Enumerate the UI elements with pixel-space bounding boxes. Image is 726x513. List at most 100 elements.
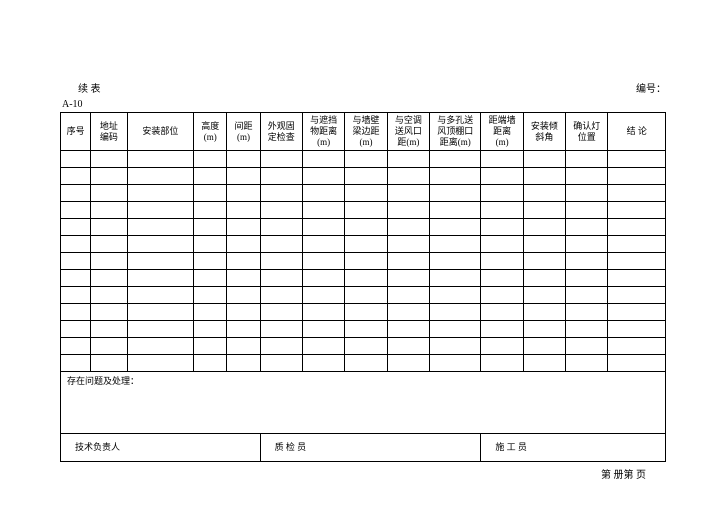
table-cell: [61, 202, 91, 219]
table-cell: [345, 185, 387, 202]
table-cell: [91, 151, 127, 168]
table-row: [61, 355, 666, 372]
table-cell: [91, 219, 127, 236]
table-cell: [566, 202, 608, 219]
table-cell: [127, 270, 194, 287]
table-cell: [227, 219, 260, 236]
col-header-9: 与多孔送风顶棚口距离(m): [430, 113, 481, 151]
table-cell: [430, 202, 481, 219]
table-cell: [481, 168, 523, 185]
table-cell: [227, 185, 260, 202]
table-cell: [566, 304, 608, 321]
table-cell: [260, 321, 302, 338]
table-cell: [302, 253, 344, 270]
table-cell: [61, 151, 91, 168]
table-cell: [260, 236, 302, 253]
table-cell: [260, 355, 302, 372]
table-cell: [481, 253, 523, 270]
table-cell: [430, 219, 481, 236]
table-cell: [127, 321, 194, 338]
table-cell: [194, 304, 227, 321]
table-cell: [430, 185, 481, 202]
table-cell: [260, 287, 302, 304]
table-cell: [127, 202, 194, 219]
table-cell: [345, 270, 387, 287]
serial-label: 编号：: [636, 80, 666, 95]
table-cell: [91, 321, 127, 338]
table-row: [61, 219, 666, 236]
table-cell: [61, 253, 91, 270]
table-row: [61, 253, 666, 270]
table-cell: [566, 253, 608, 270]
table-cell: [302, 321, 344, 338]
table-cell: [260, 270, 302, 287]
table-row: [61, 168, 666, 185]
table-cell: [194, 236, 227, 253]
table-cell: [523, 253, 565, 270]
continued-label: 续 表: [78, 80, 101, 95]
col-header-4: 间距(m): [227, 113, 260, 151]
table-cell: [608, 202, 666, 219]
table-cell: [302, 304, 344, 321]
table-cell: [127, 338, 194, 355]
table-cell: [194, 321, 227, 338]
table-cell: [227, 287, 260, 304]
table-cell: [302, 219, 344, 236]
table-cell: [127, 236, 194, 253]
table-cell: [387, 168, 429, 185]
table-cell: [302, 168, 344, 185]
table-cell: [302, 287, 344, 304]
table-cell: [566, 321, 608, 338]
table-cell: [260, 202, 302, 219]
table-cell: [227, 321, 260, 338]
table-cell: [387, 270, 429, 287]
table-cell: [302, 236, 344, 253]
col-header-12: 确认灯位置: [566, 113, 608, 151]
table-row: [61, 287, 666, 304]
table-cell: [227, 270, 260, 287]
table-cell: [608, 338, 666, 355]
table-row: [61, 321, 666, 338]
table-cell: [608, 321, 666, 338]
table-cell: [430, 287, 481, 304]
table-cell: [430, 270, 481, 287]
table-cell: [127, 287, 194, 304]
table-cell: [345, 219, 387, 236]
table-cell: [523, 270, 565, 287]
table-cell: [227, 236, 260, 253]
table-cell: [91, 202, 127, 219]
table-cell: [91, 270, 127, 287]
table-cell: [227, 168, 260, 185]
table-cell: [91, 185, 127, 202]
table-cell: [481, 355, 523, 372]
table-cell: [608, 151, 666, 168]
table-cell: [608, 304, 666, 321]
table-cell: [608, 236, 666, 253]
table-cell: [523, 185, 565, 202]
table-cell: [566, 168, 608, 185]
qc-signer-label: 质 检 员: [275, 442, 307, 452]
table-cell: [194, 355, 227, 372]
table-cell: [481, 236, 523, 253]
table-cell: [302, 202, 344, 219]
table-cell: [387, 287, 429, 304]
table-cell: [387, 253, 429, 270]
table-cell: [194, 185, 227, 202]
table-cell: [302, 185, 344, 202]
table-cell: [523, 202, 565, 219]
table-cell: [430, 151, 481, 168]
table-cell: [227, 202, 260, 219]
table-cell: [61, 355, 91, 372]
table-cell: [345, 304, 387, 321]
table-cell: [608, 253, 666, 270]
table-cell: [523, 321, 565, 338]
col-header-11: 安装倾斜角: [523, 113, 565, 151]
col-header-2: 安装部位: [127, 113, 194, 151]
tech-signer-label: 技术负责人: [75, 442, 120, 452]
table-cell: [260, 253, 302, 270]
table-row: [61, 185, 666, 202]
table-cell: [481, 287, 523, 304]
table-cell: [566, 355, 608, 372]
table-cell: [61, 270, 91, 287]
table-cell: [91, 253, 127, 270]
